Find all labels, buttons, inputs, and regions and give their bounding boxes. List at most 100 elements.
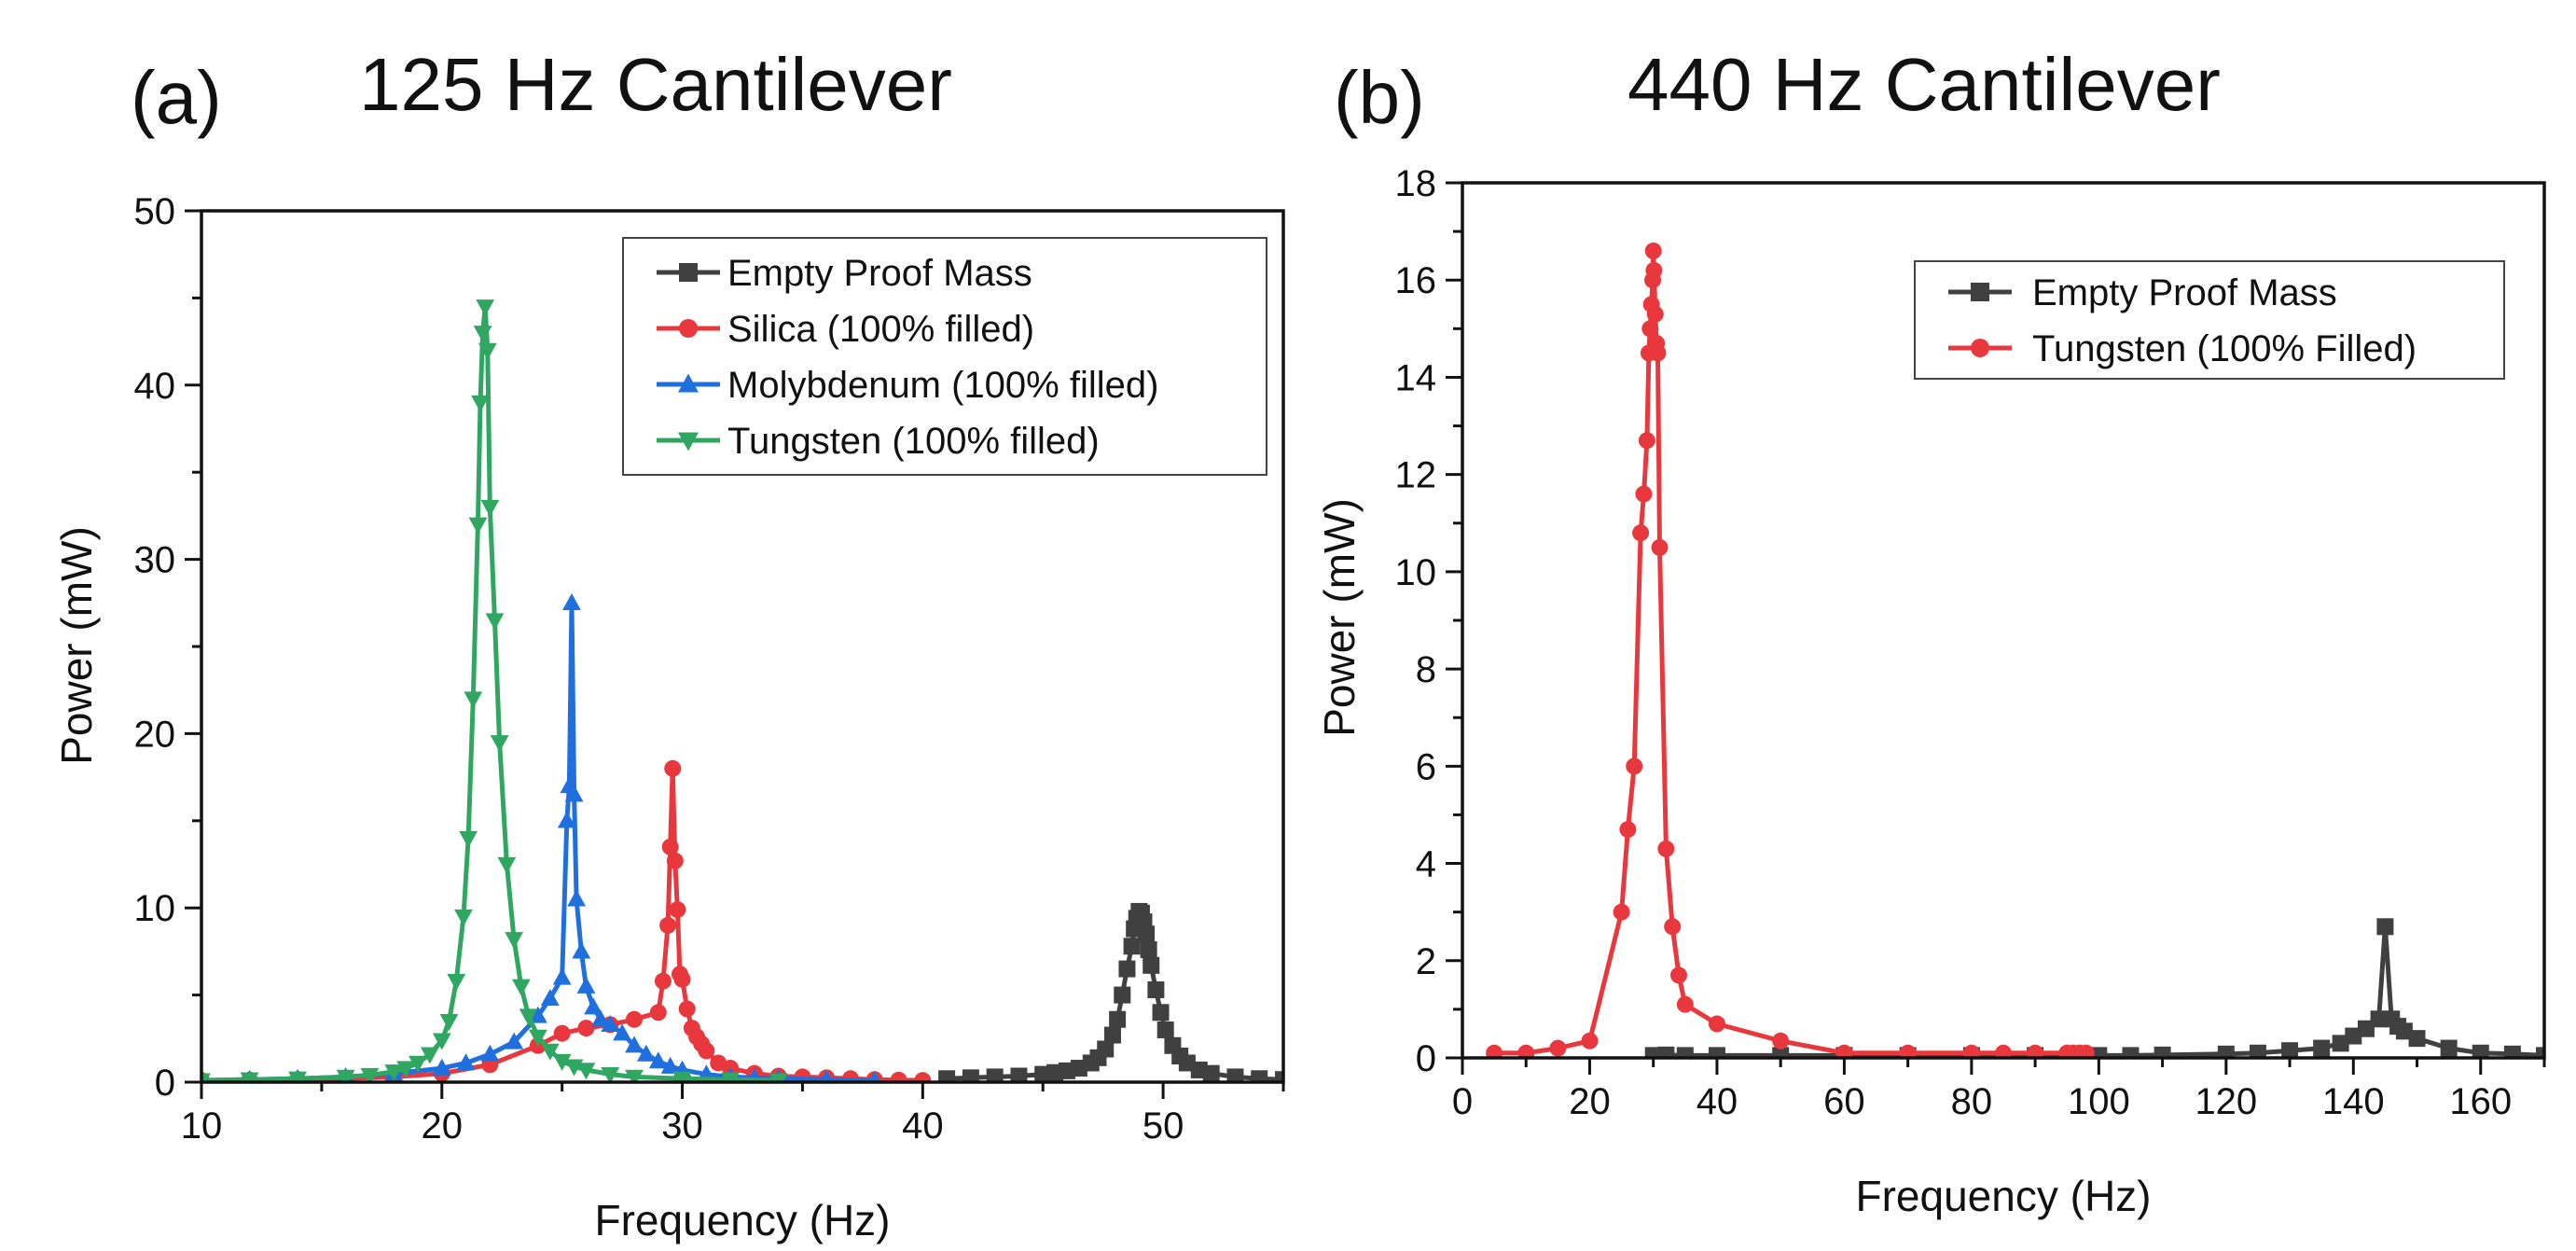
y-tick-label: 40 bbox=[134, 366, 176, 407]
data-point-tungsten-100-filled bbox=[1645, 261, 1663, 279]
y-tick-label: 14 bbox=[1395, 357, 1437, 398]
data-point-tungsten-100-filled bbox=[468, 517, 488, 535]
data-point-tungsten-100-filled bbox=[459, 830, 478, 848]
data-point-empty-proof-mass bbox=[2395, 1022, 2413, 1040]
data-point-tungsten-100-filled bbox=[240, 1072, 259, 1082]
data-point-tungsten-100-filled bbox=[1641, 320, 1659, 338]
panel-a-axes-frame bbox=[200, 209, 1285, 1084]
data-point-tungsten-100-filled bbox=[1708, 1015, 1725, 1033]
y-tick-label: 8 bbox=[1416, 649, 1436, 690]
data-point-empty-proof-mass bbox=[1152, 1004, 1170, 1022]
series-tungsten-100-filled bbox=[201, 299, 788, 1082]
y-tick-label: 10 bbox=[134, 888, 176, 929]
data-point-tungsten-100-filled bbox=[625, 1069, 644, 1082]
x-tick-label: 100 bbox=[2068, 1081, 2130, 1122]
data-point-empty-proof-mass bbox=[1202, 1064, 1220, 1082]
data-point-tungsten-100-filled bbox=[201, 1073, 211, 1082]
x-tick-label: 140 bbox=[2322, 1081, 2385, 1122]
data-point-molybdenum-100-filled bbox=[648, 1051, 668, 1069]
data-point-silica-100-filled bbox=[698, 1042, 715, 1060]
data-point-empty-proof-mass bbox=[1676, 1047, 1694, 1058]
data-point-tungsten-100-filled bbox=[288, 1071, 308, 1082]
data-point-tungsten-100-filled bbox=[420, 1047, 439, 1064]
data-point-empty-proof-mass bbox=[2503, 1045, 2521, 1058]
data-point-molybdenum-100-filled bbox=[557, 811, 576, 828]
data-point-empty-proof-mass bbox=[1138, 925, 1156, 943]
data-point-empty-proof-mass bbox=[2472, 1044, 2489, 1058]
data-point-molybdenum-100-filled bbox=[456, 1053, 476, 1071]
data-point-tungsten-100-filled bbox=[384, 1064, 404, 1082]
data-point-empty-proof-mass bbox=[2376, 918, 2394, 936]
data-point-tungsten-100-filled bbox=[540, 1043, 560, 1061]
data-point-silica-100-filled bbox=[669, 901, 686, 919]
y-tick-label: 6 bbox=[1416, 746, 1436, 787]
legend-marker-empty-proof-mass bbox=[679, 263, 698, 282]
data-point-silica-100-filled bbox=[661, 838, 679, 855]
data-point-empty-proof-mass bbox=[2122, 1047, 2140, 1058]
data-point-silica-100-filled bbox=[678, 1000, 696, 1018]
data-point-tungsten-100-filled bbox=[721, 1072, 741, 1082]
data-point-tungsten-100-filled bbox=[552, 1053, 572, 1071]
data-point-molybdenum-100-filled bbox=[567, 889, 587, 907]
data-point-molybdenum-100-filled bbox=[432, 1058, 451, 1076]
data-point-tungsten-100-filled bbox=[485, 613, 505, 631]
data-point-empty-proof-mass bbox=[1657, 1046, 1675, 1058]
data-point-tungsten-100-filled bbox=[439, 1013, 459, 1031]
data-point-empty-proof-mass bbox=[2217, 1045, 2235, 1058]
data-point-empty-proof-mass bbox=[938, 1070, 956, 1082]
series-empty-proof-mass bbox=[938, 902, 1283, 1082]
data-point-empty-proof-mass bbox=[1109, 1010, 1127, 1028]
data-point-tungsten-100-filled bbox=[1646, 305, 1664, 323]
data-point-silica-100-filled bbox=[664, 759, 682, 777]
data-point-empty-proof-mass bbox=[1156, 1021, 1174, 1038]
series-tungsten-100-filled bbox=[1486, 242, 2095, 1058]
data-point-molybdenum-100-filled bbox=[625, 1036, 644, 1053]
y-tick-label: 30 bbox=[134, 540, 176, 581]
data-point-empty-proof-mass bbox=[2536, 1047, 2544, 1058]
legend-label-tungsten-100-filled: Tungsten (100% Filled) bbox=[2032, 328, 2417, 369]
y-tick-label: 0 bbox=[155, 1063, 175, 1104]
x-tick-label: 20 bbox=[1569, 1081, 1611, 1122]
data-point-empty-proof-mass bbox=[1275, 1071, 1283, 1082]
data-point-tungsten-100-filled bbox=[1549, 1039, 1567, 1057]
data-point-tungsten-100-filled bbox=[478, 342, 497, 360]
data-point-tungsten-100-filled bbox=[1676, 995, 1694, 1013]
data-point-empty-proof-mass bbox=[1010, 1067, 1028, 1082]
data-point-tungsten-100-filled bbox=[1835, 1044, 1853, 1058]
legend-label-molybdenum-100-filled: Molybdenum (100% filled) bbox=[727, 365, 1158, 406]
data-point-tungsten-100-filled bbox=[672, 1071, 692, 1082]
data-point-silica-100-filled bbox=[626, 1010, 643, 1028]
panel-b-ticks: 0 20 40 60 80 100 120 140 160 0 2 4 6 8 10 12 14 16 18 bbox=[1395, 163, 2546, 1122]
data-point-tungsten-100-filled bbox=[528, 1029, 547, 1047]
data-point-tungsten-100-filled bbox=[1649, 344, 1667, 362]
y-tick-label: 20 bbox=[134, 714, 176, 755]
series-line-molybdenum-100-filled bbox=[201, 600, 875, 1082]
data-point-tungsten-100-filled bbox=[1619, 821, 1637, 839]
data-point-tungsten-100-filled bbox=[511, 979, 531, 996]
data-point-silica-100-filled bbox=[673, 970, 691, 988]
data-point-empty-proof-mass bbox=[2090, 1047, 2108, 1058]
data-point-empty-proof-mass bbox=[1143, 956, 1160, 974]
data-point-tungsten-100-filled bbox=[471, 395, 490, 412]
data-point-tungsten-100-filled bbox=[1638, 432, 1655, 450]
data-point-tungsten-100-filled bbox=[473, 326, 492, 343]
panel-b-y-axis-label: Power (mW) bbox=[1315, 498, 1364, 737]
data-point-tungsten-100-filled bbox=[2077, 1044, 2095, 1058]
legend-marker-molybdenum-100-filled bbox=[678, 373, 699, 393]
data-point-tungsten-100-filled bbox=[1657, 840, 1675, 857]
panel-a-legend: Empty Proof Mass Silica (100% filled) Moly… bbox=[622, 237, 1267, 476]
data-point-silica-100-filled bbox=[654, 972, 672, 990]
data-point-empty-proof-mass bbox=[1251, 1070, 1268, 1082]
data-point-molybdenum-100-filled bbox=[584, 997, 603, 1015]
data-point-empty-proof-mass bbox=[2345, 1027, 2362, 1045]
series-molybdenum-100-filled bbox=[201, 592, 881, 1082]
data-point-tungsten-100-filled bbox=[1517, 1044, 1535, 1058]
y-tick-label: 2 bbox=[1416, 941, 1436, 982]
data-point-tungsten-100-filled bbox=[1626, 758, 1643, 775]
x-tick-label: 30 bbox=[661, 1105, 703, 1147]
data-point-molybdenum-100-filled bbox=[819, 1069, 834, 1082]
panel-b-legend: Empty Proof Mass Tungsten (100% Filled) bbox=[1914, 260, 2505, 380]
x-tick-label: 60 bbox=[1823, 1081, 1865, 1122]
data-point-molybdenum-100-filled bbox=[601, 1015, 620, 1033]
